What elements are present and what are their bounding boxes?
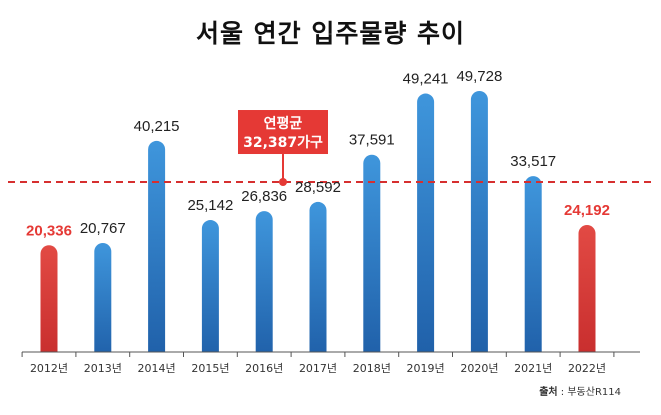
bar-2015년 [201,220,219,361]
category-label-2021년: 2021년 [514,362,552,375]
value-label-2015년: 25,142 [187,197,233,214]
bar-2022년 [578,225,596,361]
bar-2016년 [255,211,273,361]
value-label-2017년: 28,592 [295,179,341,196]
value-label-2020년: 49,728 [456,68,502,85]
value-label-2019년: 49,241 [403,71,449,88]
category-label-2019년: 2019년 [407,362,445,375]
value-label-2018년: 37,591 [349,132,395,149]
bar-2019년 [417,93,435,361]
bar-2020년 [470,91,488,361]
source-separator: : [557,387,568,398]
chart-title: 서울 연간 입주물량 추이 [195,19,466,48]
category-label-2014년: 2014년 [138,362,176,375]
category-label-2020년: 2020년 [460,362,498,375]
average-layer: 연평균 32,387가구 [8,110,655,187]
average-callout-dot [279,178,287,187]
average-label-line1: 연평균 [264,115,303,132]
labels-layer: 20,336 2012년 20,767 2013년 40,215 2014년 25,142 2… [26,68,610,375]
category-label-2013년: 2013년 [84,362,122,375]
category-label-2012년: 2012년 [30,362,68,375]
category-label-2016년: 2016년 [245,362,283,375]
category-label-2015년: 2015년 [191,362,229,375]
bar-2018년 [363,154,381,361]
average-label-line2: 32,387가구 [243,135,323,151]
category-label-2017년: 2017년 [299,362,337,375]
source-note: 출처 : 부동산R114 [539,383,621,398]
value-label-2012년: 20,336 [26,222,72,239]
source-label: 출처 [539,387,558,398]
category-label-2022년: 2022년 [568,362,606,375]
bar-2012년 [40,245,58,361]
average-callout-box [238,110,328,155]
value-label-2021년: 33,517 [510,153,556,170]
source-name: 부동산R114 [567,387,621,398]
value-label-2016년: 26,836 [241,188,287,205]
value-label-2022년: 24,192 [564,202,610,219]
value-label-2013년: 20,767 [80,220,126,237]
bar-2013년 [94,243,112,361]
baseline-mask [0,352,661,364]
bars-layer [0,91,661,364]
value-label-2014년: 40,215 [134,118,180,135]
category-label-2018년: 2018년 [353,362,391,375]
bar-2017년 [309,201,327,361]
bar-2021년 [524,176,542,361]
bar-2014년 [148,140,166,361]
